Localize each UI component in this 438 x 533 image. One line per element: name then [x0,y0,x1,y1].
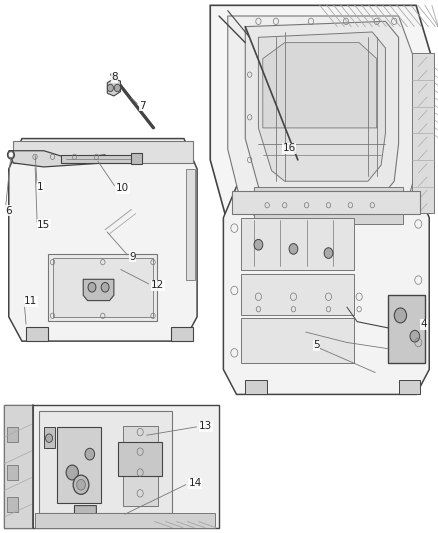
Polygon shape [245,21,399,203]
Polygon shape [4,405,33,528]
Polygon shape [107,79,120,96]
Bar [48,254,157,321]
Polygon shape [388,295,425,364]
Circle shape [254,239,263,250]
Text: 10: 10 [116,183,129,193]
Bar [232,191,420,214]
Circle shape [114,84,120,92]
Polygon shape [263,43,377,128]
Bar [7,497,18,512]
Bar [254,187,403,224]
Text: 5: 5 [313,341,320,350]
Bar [241,274,354,316]
Text: 1: 1 [37,182,44,191]
Text: 15: 15 [37,220,50,230]
Text: 9: 9 [129,252,136,262]
Polygon shape [83,279,114,301]
Bar [123,426,158,506]
Circle shape [77,480,85,490]
Bar [118,442,162,476]
Text: 16: 16 [283,143,296,153]
Bar [7,465,18,480]
Circle shape [394,308,406,323]
Bar [57,427,101,503]
Circle shape [289,244,298,254]
Bar [186,169,195,280]
Circle shape [85,448,95,460]
Circle shape [73,475,89,495]
Bar [35,513,215,528]
Text: 6: 6 [5,206,12,215]
Text: 4: 4 [420,319,427,329]
Polygon shape [245,380,267,394]
Circle shape [66,465,78,480]
Polygon shape [228,16,416,224]
Circle shape [88,282,96,292]
Bar [7,427,18,442]
Bar [241,217,354,270]
Text: 7: 7 [139,101,146,110]
Text: 11: 11 [24,296,37,306]
Polygon shape [26,327,48,341]
Text: 8: 8 [111,72,118,82]
Polygon shape [61,155,140,163]
Polygon shape [258,32,385,181]
Polygon shape [74,506,96,518]
Circle shape [46,434,53,442]
Polygon shape [39,411,172,513]
Polygon shape [412,53,434,213]
Circle shape [9,152,13,157]
Text: 14: 14 [188,479,201,488]
Circle shape [324,248,333,259]
Circle shape [7,150,14,159]
Bar [4,405,219,528]
Bar [131,153,142,164]
Polygon shape [223,187,429,394]
Polygon shape [171,327,193,341]
Polygon shape [399,380,420,394]
Text: 12: 12 [151,280,164,290]
Bar [241,318,354,364]
Circle shape [107,84,113,92]
Polygon shape [210,5,434,245]
Polygon shape [9,151,105,167]
Circle shape [101,282,109,292]
Polygon shape [44,427,55,448]
Polygon shape [9,139,197,341]
Bar [13,141,193,163]
Bar [53,258,153,317]
Circle shape [410,330,420,342]
Text: 13: 13 [199,422,212,431]
